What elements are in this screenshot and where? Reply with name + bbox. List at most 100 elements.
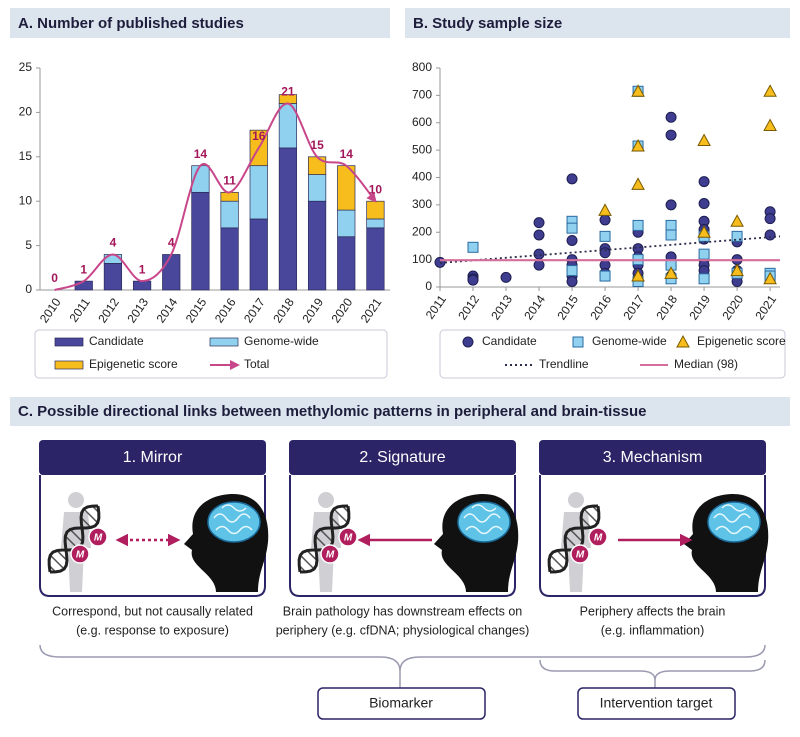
link-title: 3. Mechanism [603, 449, 703, 466]
y-tick-label: 300 [412, 197, 432, 211]
legend-label: Median (98) [674, 357, 738, 371]
legend-label: Epigenetic score [697, 334, 786, 348]
person-head [68, 492, 84, 508]
group-box [577, 687, 736, 720]
data-label: 10 [369, 182, 383, 196]
methyl-label: M [76, 550, 85, 561]
x-tick-label: 2015 [183, 295, 210, 325]
x-tick-label: 2016 [587, 292, 614, 322]
methyl-label: M [94, 533, 103, 544]
bar-segment [307, 200, 327, 291]
marker-triangle [730, 214, 744, 227]
panel-c-title: C. Possible directional links between me… [18, 403, 647, 420]
dna-rung [556, 550, 568, 561]
marker-circle [665, 199, 677, 211]
x-tick-label: 2017 [241, 295, 268, 325]
legend-label: Trendline [539, 357, 589, 371]
marker-square [698, 273, 710, 285]
marker-square [467, 241, 479, 253]
brain-folds [213, 504, 253, 535]
chart-title: B. Study sample size [413, 15, 562, 32]
y-tick-label: 10 [19, 193, 33, 207]
methyl-mark [320, 544, 340, 564]
panel-header [10, 8, 390, 38]
x-tick-label: 2017 [620, 292, 647, 322]
marker-square [698, 248, 710, 260]
y-tick-label: 100 [412, 252, 432, 266]
bar-segment [220, 191, 239, 202]
marker-circle [764, 213, 776, 225]
dna-rung [583, 508, 599, 524]
link-description: Correspond, but not causally related [52, 604, 253, 618]
marker-circle [566, 234, 578, 246]
marker-square [665, 229, 677, 241]
total-line [54, 102, 377, 291]
methyl-mark [570, 544, 590, 564]
bar-segment [249, 218, 268, 291]
dna-rung [330, 517, 342, 528]
legend-label: Epigenetic score [89, 357, 178, 371]
marker-square [665, 219, 677, 231]
x-tick-label: 2013 [124, 295, 151, 325]
group-label: Intervention target [600, 695, 713, 711]
marker-circle [500, 271, 512, 283]
methyl-label: M [344, 533, 353, 544]
dna-rung [49, 554, 65, 570]
link-description: Brain pathology has downstream effects o… [283, 604, 523, 618]
x-tick-label: 2020 [719, 292, 746, 322]
legend-label: Genome-wide [244, 334, 319, 348]
link-description: periphery (e.g. cfDNA; physiological cha… [276, 623, 530, 637]
marker-triangle [664, 266, 678, 279]
marker-triangle [763, 84, 777, 97]
marker-square [599, 230, 611, 242]
y-tick-label: 20 [19, 105, 33, 119]
marker-triangle [598, 203, 612, 216]
dna-rung [580, 517, 592, 528]
bar-segment [366, 227, 385, 291]
x-tick-label: 2019 [686, 292, 713, 322]
dna-rung [83, 508, 99, 524]
y-tick-label: 15 [19, 149, 33, 163]
x-tick-label: 2010 [37, 295, 64, 325]
bar-segment [337, 236, 356, 291]
bar-segment [307, 174, 327, 202]
methyl-label: M [326, 550, 335, 561]
data-label: 1 [80, 262, 87, 276]
bar-segment [74, 280, 93, 291]
brain-folds [713, 504, 753, 535]
x-tick-label: 2013 [488, 292, 515, 322]
y-tick-label: 400 [412, 170, 432, 184]
bar-segment [249, 165, 268, 220]
bar-segment [307, 156, 327, 175]
data-label: 4 [168, 236, 175, 250]
y-tick-label: 600 [412, 115, 432, 129]
bar-segment [337, 209, 356, 238]
legend-label: Total [244, 357, 269, 371]
marker-triangle [631, 177, 645, 190]
link-description: (e.g. response to exposure) [76, 623, 229, 637]
data-label: 11 [223, 173, 236, 187]
dna-rung [80, 517, 92, 528]
legend-label: Genome-wide [592, 334, 667, 348]
legend-swatch [209, 337, 239, 347]
legend-swatch [54, 337, 84, 347]
marker-square [566, 222, 578, 234]
marker-square [731, 230, 743, 242]
dna-rung [306, 550, 318, 561]
link-description: Periphery affects the brain [580, 604, 726, 618]
y-tick-label: 0 [25, 282, 32, 296]
brain-folds [463, 504, 503, 535]
x-tick-label: 2011 [67, 295, 93, 324]
bar-segment [220, 227, 239, 291]
marker-circle [533, 248, 545, 260]
marker-triangle [697, 225, 711, 238]
link-title: 1. Mirror [123, 449, 183, 466]
x-tick-label: 2019 [299, 295, 326, 325]
dna-strand [49, 505, 101, 574]
marker-triangle [631, 269, 645, 282]
bar-segment [103, 263, 123, 291]
x-tick-label: 2014 [521, 292, 548, 322]
legend-label: Candidate [89, 334, 144, 348]
dna-rung [333, 508, 349, 524]
methyl-mark [88, 527, 108, 547]
